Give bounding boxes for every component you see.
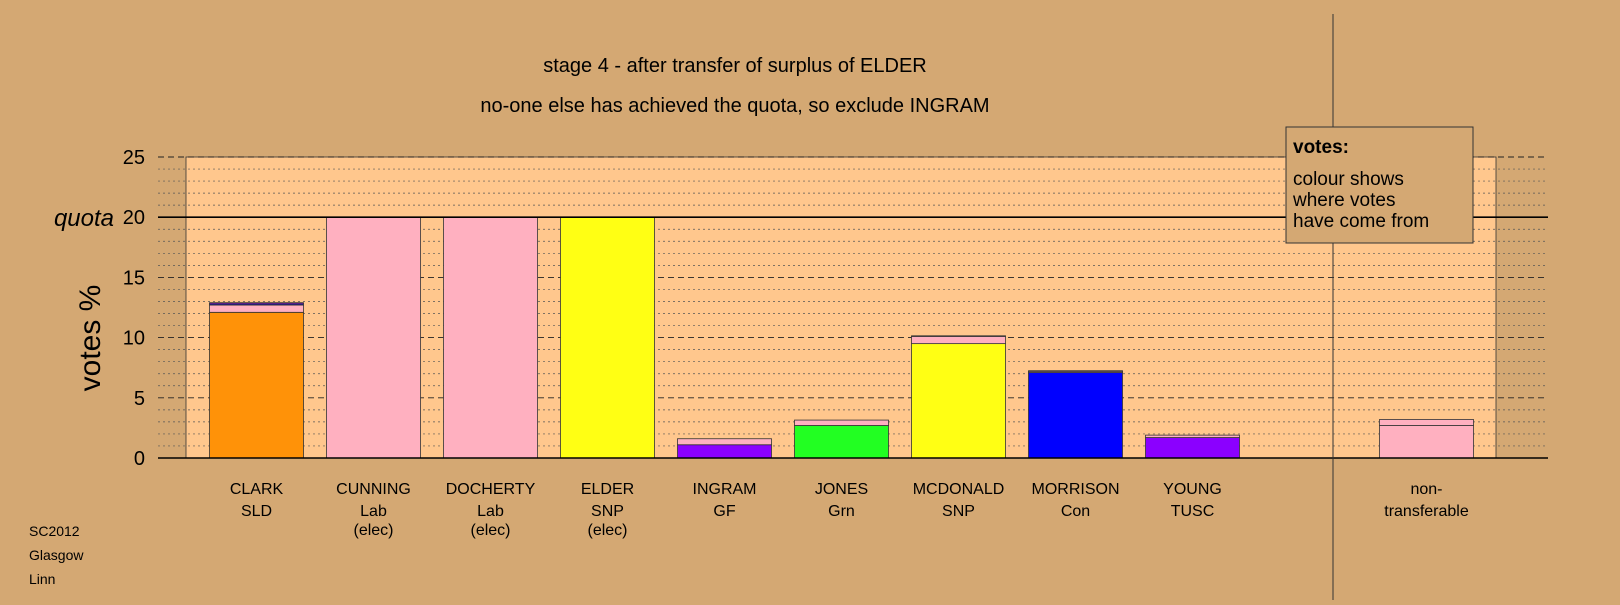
candidate-name-label: MORRISON — [1032, 481, 1120, 498]
legend-line-1: colour shows — [1293, 169, 1404, 190]
bar-mcdonald-segment — [911, 335, 1006, 337]
candidate-name-label: MCDONALD — [913, 481, 1005, 498]
bar-docherty-segment — [443, 216, 538, 459]
bar-ingram-segment — [677, 444, 772, 459]
candidate-party-label: SNP — [591, 503, 624, 520]
candidate-party-label: SNP — [942, 503, 975, 520]
bar-morrison-segment — [1028, 372, 1123, 459]
candidate-name-label: ELDER — [581, 481, 634, 498]
candidate-party-label: GF — [713, 503, 735, 520]
y-tick-label: 25 — [123, 147, 145, 169]
bar-morrison-segment — [1028, 370, 1123, 372]
bar-mcdonald-segment — [911, 335, 1006, 345]
bars-group — [209, 216, 1474, 459]
bar-jones-segment — [794, 419, 889, 426]
bar-ingram-segment — [677, 438, 772, 446]
candidate-status-label: (elec) — [587, 522, 627, 539]
candidate-party-label: Grn — [828, 503, 855, 520]
bar-elder-segment — [560, 216, 655, 459]
bar-clark-segment — [209, 304, 304, 313]
candidate-party-label: Con — [1061, 503, 1090, 520]
footer-line-3: Linn — [29, 571, 55, 587]
y-tick-label: 15 — [123, 267, 145, 289]
legend-line-3: have come from — [1293, 211, 1429, 232]
candidate-party-label: Lab — [477, 503, 504, 520]
legend-title: votes: — [1293, 137, 1349, 158]
non-transferable-label-1: non- — [1410, 481, 1442, 498]
bar-non-transferable-segment — [1379, 419, 1474, 426]
candidate-name-label: CUNNING — [336, 481, 411, 498]
footer-line-1: SC2012 — [29, 523, 80, 539]
legend-box — [1285, 126, 1474, 244]
non-transferable-label-2: transferable — [1384, 503, 1469, 520]
quota-label: quota — [54, 205, 114, 232]
footer-line-2: Glasgow — [29, 547, 84, 563]
candidate-name-label: INGRAM — [693, 481, 757, 498]
candidate-party-label: SLD — [241, 503, 272, 520]
chart-title: stage 4 - after transfer of surplus of E… — [543, 55, 927, 77]
footer: SC2012 Glasgow Linn — [29, 523, 84, 587]
bar-young-segment — [1145, 437, 1240, 459]
bar-jones-segment — [794, 425, 889, 459]
bar-mcdonald-segment — [911, 343, 1006, 459]
bar-non-transferable-segment — [1379, 425, 1474, 459]
candidate-status-label: (elec) — [353, 522, 393, 539]
labels-group: 0 5 10 15 20 25 CLARK SLD CUNNING Lab (elec) DOCHER… — [123, 147, 1469, 539]
candidate-name-label: JONES — [815, 481, 868, 498]
bar-cunning-segment — [326, 216, 421, 459]
y-tick-label: 10 — [123, 328, 145, 350]
legend-line-2: where votes — [1292, 190, 1395, 211]
chart-subtitle: no-one else has achieved the quota, so e… — [480, 95, 989, 117]
y-axis-label: votes % — [74, 285, 107, 392]
candidate-party-label: Lab — [360, 503, 387, 520]
y-tick-label: 20 — [123, 207, 145, 229]
candidate-name-label: DOCHERTY — [446, 481, 536, 498]
legend: votes: colour shows where votes have com… — [1285, 126, 1474, 244]
bar-young-segment — [1145, 434, 1240, 438]
bar-clark-segment — [209, 311, 304, 459]
candidate-party-label: TUSC — [1171, 503, 1215, 520]
y-tick-label: 5 — [134, 388, 145, 410]
candidate-status-label: (elec) — [470, 522, 510, 539]
candidate-name-label: CLARK — [230, 481, 284, 498]
bar-clark-segment — [209, 302, 304, 305]
y-tick-label: 0 — [134, 448, 145, 470]
candidate-name-label: YOUNG — [1163, 481, 1222, 498]
